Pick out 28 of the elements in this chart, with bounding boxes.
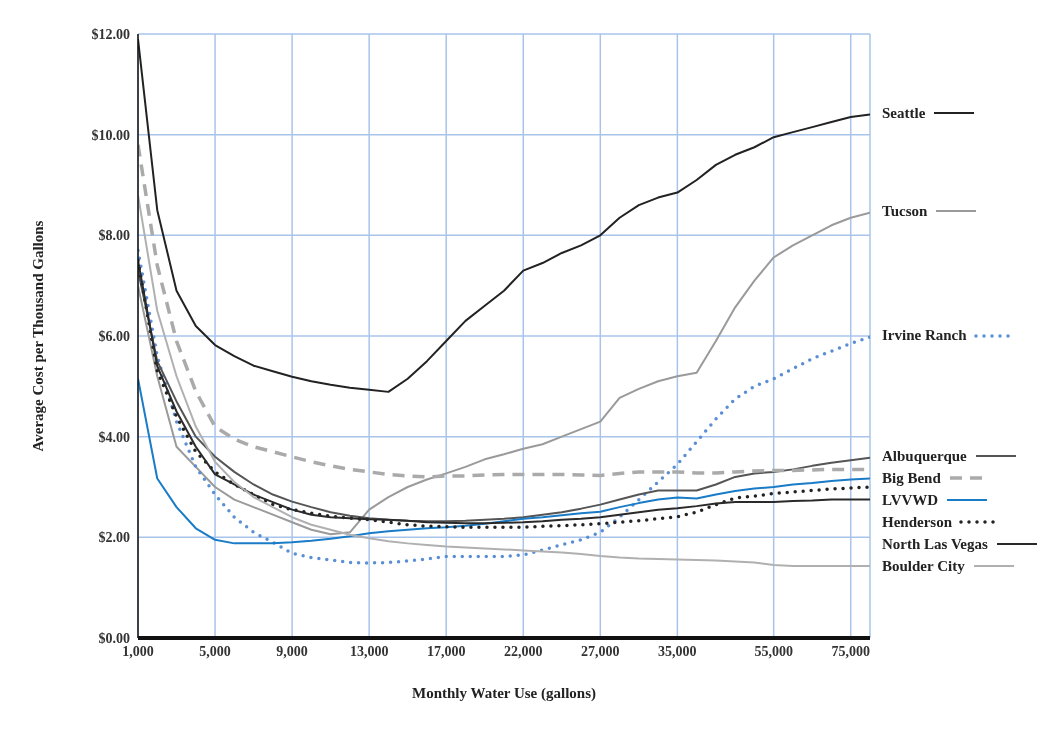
y-axis-title: Average Cost per Thousand Gallons: [30, 220, 47, 452]
x-tick-label: 13,000: [349, 643, 389, 659]
x-tick-label: 9,000: [276, 643, 308, 659]
x-tick-label: 55,000: [754, 643, 793, 659]
y-tick-label: $10.00: [91, 127, 130, 143]
x-tick-label: 75,000: [831, 643, 870, 659]
y-tick-label: $12.00: [91, 26, 130, 42]
y-tick-label: $6.00: [98, 328, 130, 344]
legend-label: North Las Vegas: [882, 535, 988, 553]
y-tick-label: $0.00: [98, 630, 130, 646]
x-tick-label: 35,000: [658, 643, 697, 659]
y-tick-label: $2.00: [98, 530, 130, 546]
legend-label: Boulder City: [882, 557, 965, 575]
x-tick-label: 22,000: [504, 643, 543, 659]
legend-label: Big Bend: [882, 469, 941, 487]
legend-label: Tucson: [882, 202, 928, 220]
x-tick-label: 27,000: [581, 643, 620, 659]
legend-label: Irvine Ranch: [882, 327, 967, 344]
x-axis-title: Monthly Water Use (gallons): [411, 685, 597, 702]
legend-label: Albuquerque: [882, 447, 967, 465]
legend-label: LVVWD: [882, 491, 939, 509]
x-tick-label: 17,000: [426, 643, 466, 659]
y-tick-label: $8.00: [98, 228, 130, 244]
x-tick-label: 5,000: [199, 643, 231, 659]
legend-label: Seattle: [882, 104, 926, 122]
legend-label: Henderson: [882, 513, 953, 531]
y-tick-label: $4.00: [98, 429, 130, 445]
x-tick-label: 1,000: [122, 643, 154, 659]
